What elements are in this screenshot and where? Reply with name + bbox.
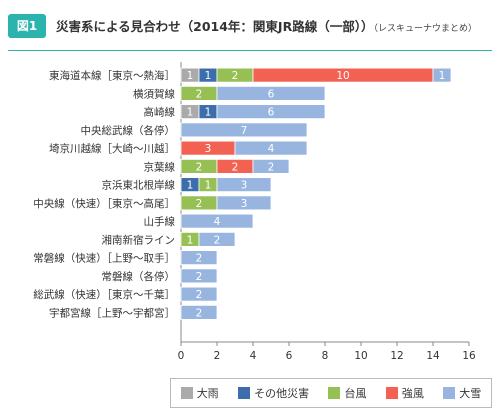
data-label: 2 xyxy=(196,253,203,265)
bar-segment---10 xyxy=(180,250,218,266)
legend-item: 大雪 xyxy=(443,385,481,401)
data-label: 2 xyxy=(196,161,203,173)
category-label: 常磐線（快速）［上野～取手］ xyxy=(33,252,175,265)
category-label: 京浜東北根岸線 xyxy=(102,179,176,192)
category-label: 湘南新宿ライン xyxy=(102,233,176,246)
bar-segment---9 xyxy=(198,231,236,247)
legend-label: 大雪 xyxy=(459,387,482,400)
x-tick-label: 0 xyxy=(178,350,185,362)
legend-item: 台風 xyxy=(328,385,366,401)
data-label: 3 xyxy=(205,143,212,155)
data-label: 7 xyxy=(241,125,248,137)
x-tick-label: 4 xyxy=(250,350,257,362)
chart-header: 図1 災害系による見合わせ（2014年：関東JR路線（一部））（レスキューナウま… xyxy=(0,0,500,58)
bar-segment---12 xyxy=(180,286,218,302)
chart-subtitle: （レスキューナウまとめ） xyxy=(373,24,477,34)
category-label: 高崎線 xyxy=(144,106,176,119)
data-label: 2 xyxy=(196,289,203,301)
data-label: 2 xyxy=(232,70,239,82)
category-label: 総武線（快速）［東京～千葉］ xyxy=(33,288,175,301)
data-label: 2 xyxy=(196,198,203,210)
data-label: 1 xyxy=(187,180,194,192)
x-tick-label: 16 xyxy=(462,350,476,362)
data-label: 1 xyxy=(205,180,212,192)
x-tick-label: 2 xyxy=(214,350,221,362)
data-label: 10 xyxy=(336,70,349,82)
category-label: 中央線（快速）［東京～高尾］ xyxy=(33,197,175,210)
bar-segment---6 xyxy=(216,177,272,193)
data-label: 2 xyxy=(232,161,239,173)
chart-title-main: 災害系による見合わせ（2014年：関東JR路線（一部）） xyxy=(56,19,374,34)
category-label: 横須賀線 xyxy=(133,87,175,100)
data-label: 1 xyxy=(187,234,194,246)
bar-segment---1 xyxy=(216,85,326,101)
x-tick-label: 12 xyxy=(390,350,403,362)
bar-segment---0 xyxy=(432,67,452,83)
bar-segment---5 xyxy=(252,158,290,174)
legend-label: 強風 xyxy=(401,387,424,400)
legend-swatch xyxy=(238,387,251,399)
legend-swatch xyxy=(443,387,456,399)
category-label: 山手線 xyxy=(144,215,176,228)
data-label: 1 xyxy=(187,70,194,82)
category-label: 埼京川越線［大崎～川越］ xyxy=(49,142,175,155)
bar-segment---13 xyxy=(180,304,218,320)
bar-segment---7 xyxy=(216,195,272,211)
data-label: 2 xyxy=(196,88,203,100)
chart-legend: 大雨 その他災害 台風 強風 大雪 xyxy=(170,378,492,408)
data-label: 1 xyxy=(205,107,212,119)
data-label: 4 xyxy=(268,143,275,155)
legend-swatch xyxy=(180,387,193,399)
x-tick-label: 10 xyxy=(354,350,367,362)
header-rule xyxy=(8,50,492,51)
data-label: 1 xyxy=(205,70,212,82)
chart-title: 災害系による見合わせ（2014年：関東JR路線（一部））（レスキューナウまとめ） xyxy=(56,16,477,35)
data-label: 2 xyxy=(214,234,221,246)
x-tick-label: 8 xyxy=(322,350,329,362)
legend-label: その他災害 xyxy=(254,387,310,400)
figure-badge: 図1 xyxy=(8,14,46,38)
legend-label: 大雨 xyxy=(196,387,219,400)
data-label: 4 xyxy=(214,216,221,228)
data-label: 2 xyxy=(268,161,275,173)
legend-item: その他災害 xyxy=(238,385,309,401)
category-label: 宇都宮線［上野～宇都宮］ xyxy=(49,306,175,319)
category-label: 東海道本線［東京～熱海］ xyxy=(49,69,175,82)
legend-swatch xyxy=(385,387,398,399)
legend-item: 強風 xyxy=(385,385,424,401)
legend-label: 台風 xyxy=(344,387,367,400)
data-label: 3 xyxy=(241,180,248,192)
bar-segment---4 xyxy=(234,140,308,156)
category-label: 京葉線 xyxy=(144,160,176,173)
category-label: 中央総武線（各停） xyxy=(81,124,176,137)
data-label: 2 xyxy=(196,271,203,283)
data-label: 1 xyxy=(439,70,446,82)
bar-segment---2 xyxy=(216,104,326,120)
x-tick-label: 14 xyxy=(426,350,440,362)
data-label: 1 xyxy=(187,107,194,119)
bar-segment---11 xyxy=(180,268,218,284)
data-label: 6 xyxy=(268,88,275,100)
bar-segment---8 xyxy=(180,213,254,229)
x-tick-label: 6 xyxy=(286,350,293,362)
data-label: 6 xyxy=(268,107,275,119)
bar-segment---3 xyxy=(180,122,308,138)
legend-swatch xyxy=(328,387,341,399)
data-label: 3 xyxy=(241,198,248,210)
data-label: 2 xyxy=(196,307,203,319)
category-label: 常磐線（各停） xyxy=(102,270,176,283)
legend-item: 大雨 xyxy=(180,385,219,401)
